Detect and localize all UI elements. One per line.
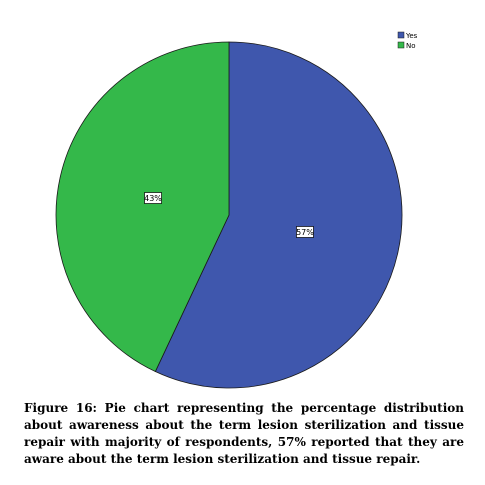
pie-slice-no (55, 41, 230, 373)
data-label-yes: 57% (296, 226, 314, 238)
legend-item-yes: Yes (397, 31, 418, 40)
pie-slice-yes (154, 41, 403, 389)
data-label-box (144, 192, 162, 204)
legend-swatch (397, 41, 405, 49)
chart-legend: Yes No (397, 31, 418, 50)
figure-caption: Figure 16: Pie chart representing the pe… (24, 401, 464, 466)
data-label-text: 43% (144, 194, 162, 203)
data-label-box (296, 226, 314, 238)
legend-swatch (397, 31, 405, 39)
legend-label: Yes (405, 32, 418, 40)
legend-label: No (406, 42, 416, 50)
data-label-text: 57% (296, 228, 314, 237)
pie-slices (55, 41, 403, 389)
pie-chart: 57% 43% Yes No (55, 31, 418, 389)
data-label-no: 43% (144, 192, 162, 204)
legend-item-no: No (397, 41, 416, 50)
pie-data-labels: 57% 43% (144, 192, 314, 238)
